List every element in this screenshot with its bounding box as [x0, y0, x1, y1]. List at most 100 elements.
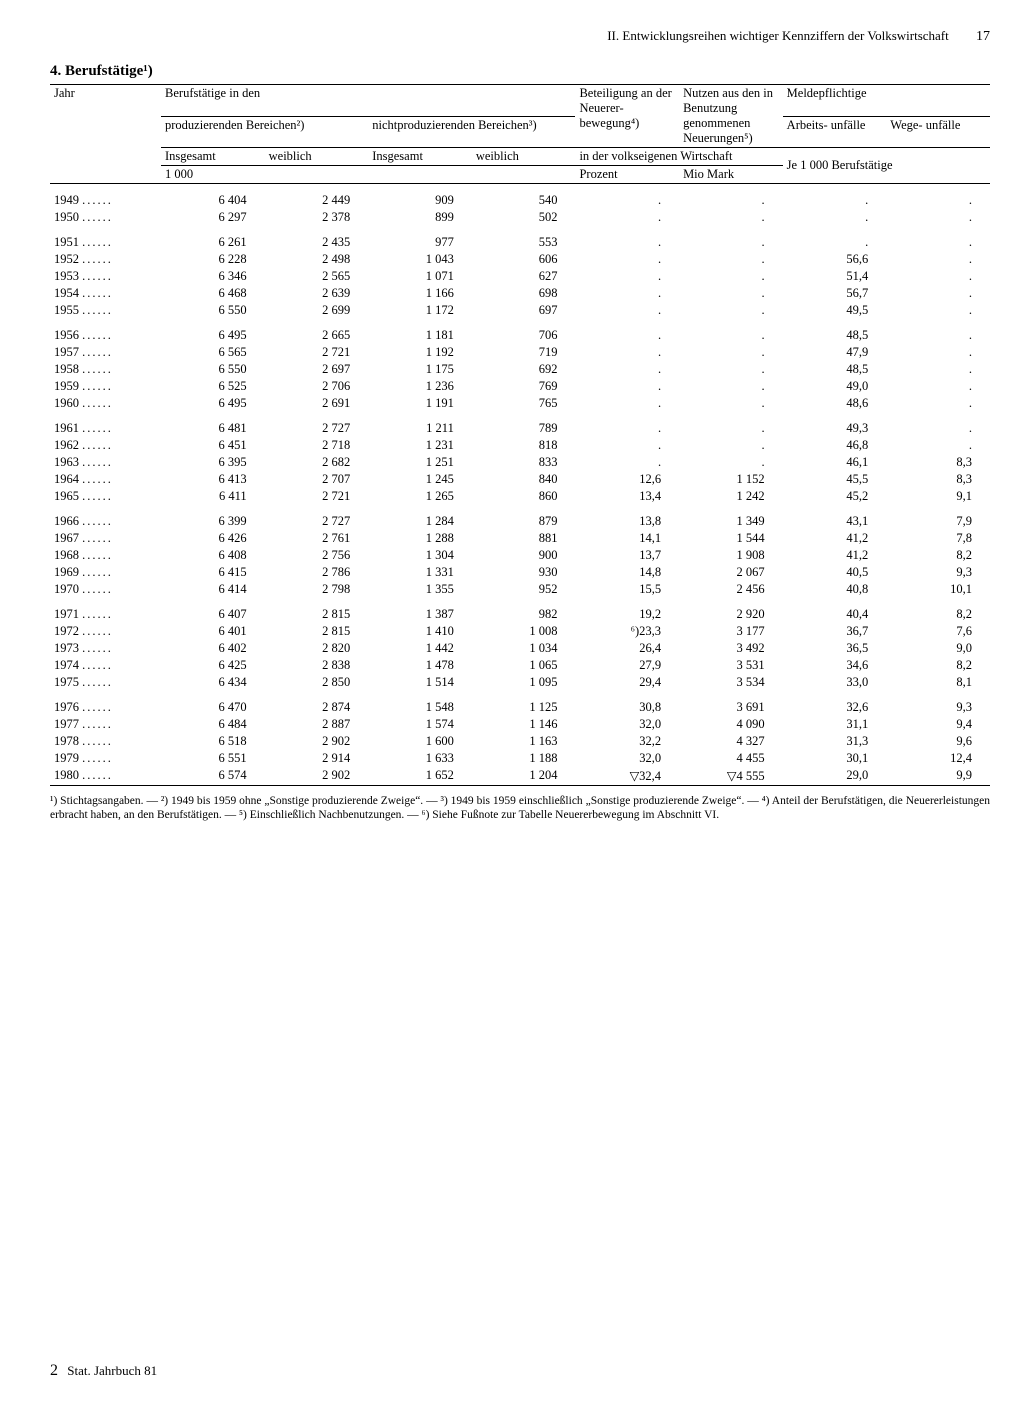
cell-p_w: 2 761 [265, 530, 369, 547]
cell-weg: . [886, 192, 990, 209]
cell-year: 1961 ...... [50, 420, 161, 437]
table-row: 1960 ......6 4952 6911 191765..48,6. [50, 395, 990, 412]
cell-p_w: 2 699 [265, 302, 369, 319]
col-ins2: Insgesamt [368, 148, 472, 166]
cell-nutz: 4 455 [679, 750, 783, 767]
cell-p_ins: 6 415 [161, 564, 265, 581]
table-row: 1977 ......6 4842 8871 5741 14632,04 090… [50, 716, 990, 733]
cell-year: 1980 ...... [50, 767, 161, 786]
cell-p_ins: 6 297 [161, 209, 265, 226]
cell-p_w: 2 449 [265, 192, 369, 209]
cell-weg: . [886, 395, 990, 412]
table-row: 1958 ......6 5502 6971 175692..48,5. [50, 361, 990, 378]
cell-year: 1951 ...... [50, 234, 161, 251]
cell-year: 1976 ...... [50, 699, 161, 716]
cell-bet: . [575, 437, 679, 454]
cell-arb: 49,0 [783, 378, 887, 395]
cell-p_ins: 6 525 [161, 378, 265, 395]
cell-p_ins: 6 404 [161, 192, 265, 209]
cell-p_ins: 6 574 [161, 767, 265, 786]
cell-nutz: . [679, 234, 783, 251]
cell-weg: 9,3 [886, 564, 990, 581]
section-title: 4. Berufstätige¹) [50, 63, 990, 80]
cell-p_w: 2 902 [265, 767, 369, 786]
cell-p_w: 2 815 [265, 606, 369, 623]
cell-bet: 15,5 [575, 581, 679, 598]
cell-np_ins: 1 192 [368, 344, 472, 361]
cell-arb: 56,6 [783, 251, 887, 268]
cell-p_ins: 6 346 [161, 268, 265, 285]
cell-bet: 12,6 [575, 471, 679, 488]
cell-np_ins: 1 652 [368, 767, 472, 786]
cell-arb: 49,5 [783, 302, 887, 319]
cell-np_w: 881 [472, 530, 576, 547]
table-row: 1965 ......6 4112 7211 26586013,41 24245… [50, 488, 990, 505]
cell-bet: . [575, 420, 679, 437]
cell-year: 1954 ...... [50, 285, 161, 302]
cell-weg: 9,1 [886, 488, 990, 505]
cell-p_ins: 6 407 [161, 606, 265, 623]
cell-weg: 7,6 [886, 623, 990, 640]
cell-p_w: 2 838 [265, 657, 369, 674]
table-row: 1955 ......6 5502 6991 172697..49,5. [50, 302, 990, 319]
table-row: 1956 ......6 4952 6651 181706..48,5. [50, 327, 990, 344]
col-nutzen: Nutzen aus den in Benutzung genommenen N… [679, 85, 783, 148]
cell-p_w: 2 874 [265, 699, 369, 716]
cell-p_ins: 6 550 [161, 302, 265, 319]
cell-nutz: . [679, 454, 783, 471]
cell-arb: 49,3 [783, 420, 887, 437]
cell-weg: 8,2 [886, 657, 990, 674]
cell-p_w: 2 682 [265, 454, 369, 471]
col-nichtprod: nichtproduzierenden Bereichen³) [368, 116, 575, 148]
cell-year: 1950 ...... [50, 209, 161, 226]
table-row: 1976 ......6 4702 8741 5481 12530,83 691… [50, 699, 990, 716]
col-w1: weiblich [265, 148, 369, 166]
cell-p_w: 2 727 [265, 513, 369, 530]
cell-np_ins: 1 331 [368, 564, 472, 581]
col-jahr: Jahr [50, 85, 161, 184]
cell-nutz: . [679, 378, 783, 395]
cell-p_w: 2 798 [265, 581, 369, 598]
cell-np_ins: 1 175 [368, 361, 472, 378]
cell-arb: 34,6 [783, 657, 887, 674]
cell-nutz: . [679, 192, 783, 209]
table-row: 1953 ......6 3462 5651 071627..51,4. [50, 268, 990, 285]
cell-year: 1975 ...... [50, 674, 161, 691]
cell-p_ins: 6 550 [161, 361, 265, 378]
cell-np_w: 930 [472, 564, 576, 581]
cell-bet: . [575, 192, 679, 209]
cell-p_w: 2 639 [265, 285, 369, 302]
cell-bet: 27,9 [575, 657, 679, 674]
cell-weg: 10,1 [886, 581, 990, 598]
cell-nutz: 4 327 [679, 733, 783, 750]
cell-weg: 9,4 [886, 716, 990, 733]
cell-np_w: 1 163 [472, 733, 576, 750]
cell-year: 1957 ...... [50, 344, 161, 361]
col-je1000: Je 1 000 Berufstätige [783, 148, 990, 184]
cell-np_w: 1 008 [472, 623, 576, 640]
cell-weg: 8,3 [886, 471, 990, 488]
cell-bet: ⁶)23,3 [575, 623, 679, 640]
cell-np_ins: 1 071 [368, 268, 472, 285]
cell-np_ins: 1 211 [368, 420, 472, 437]
cell-p_w: 2 706 [265, 378, 369, 395]
cell-bet: 32,2 [575, 733, 679, 750]
cell-year: 1965 ...... [50, 488, 161, 505]
cell-np_w: 1 034 [472, 640, 576, 657]
cell-np_w: 719 [472, 344, 576, 361]
cell-np_ins: 909 [368, 192, 472, 209]
cell-np_ins: 899 [368, 209, 472, 226]
cell-weg: 7,9 [886, 513, 990, 530]
cell-np_ins: 1 304 [368, 547, 472, 564]
cell-p_ins: 6 228 [161, 251, 265, 268]
cell-weg: . [886, 344, 990, 361]
table-row: 1974 ......6 4252 8381 4781 06527,93 531… [50, 657, 990, 674]
cell-nutz: . [679, 437, 783, 454]
table-row: 1966 ......6 3992 7271 28487913,81 34943… [50, 513, 990, 530]
cell-p_ins: 6 402 [161, 640, 265, 657]
cell-bet: . [575, 395, 679, 412]
table-row: 1954 ......6 4682 6391 166698..56,7. [50, 285, 990, 302]
cell-np_w: 553 [472, 234, 576, 251]
cell-p_w: 2 435 [265, 234, 369, 251]
table-header: Jahr Berufstätige in den Beteiligung an … [50, 85, 990, 184]
